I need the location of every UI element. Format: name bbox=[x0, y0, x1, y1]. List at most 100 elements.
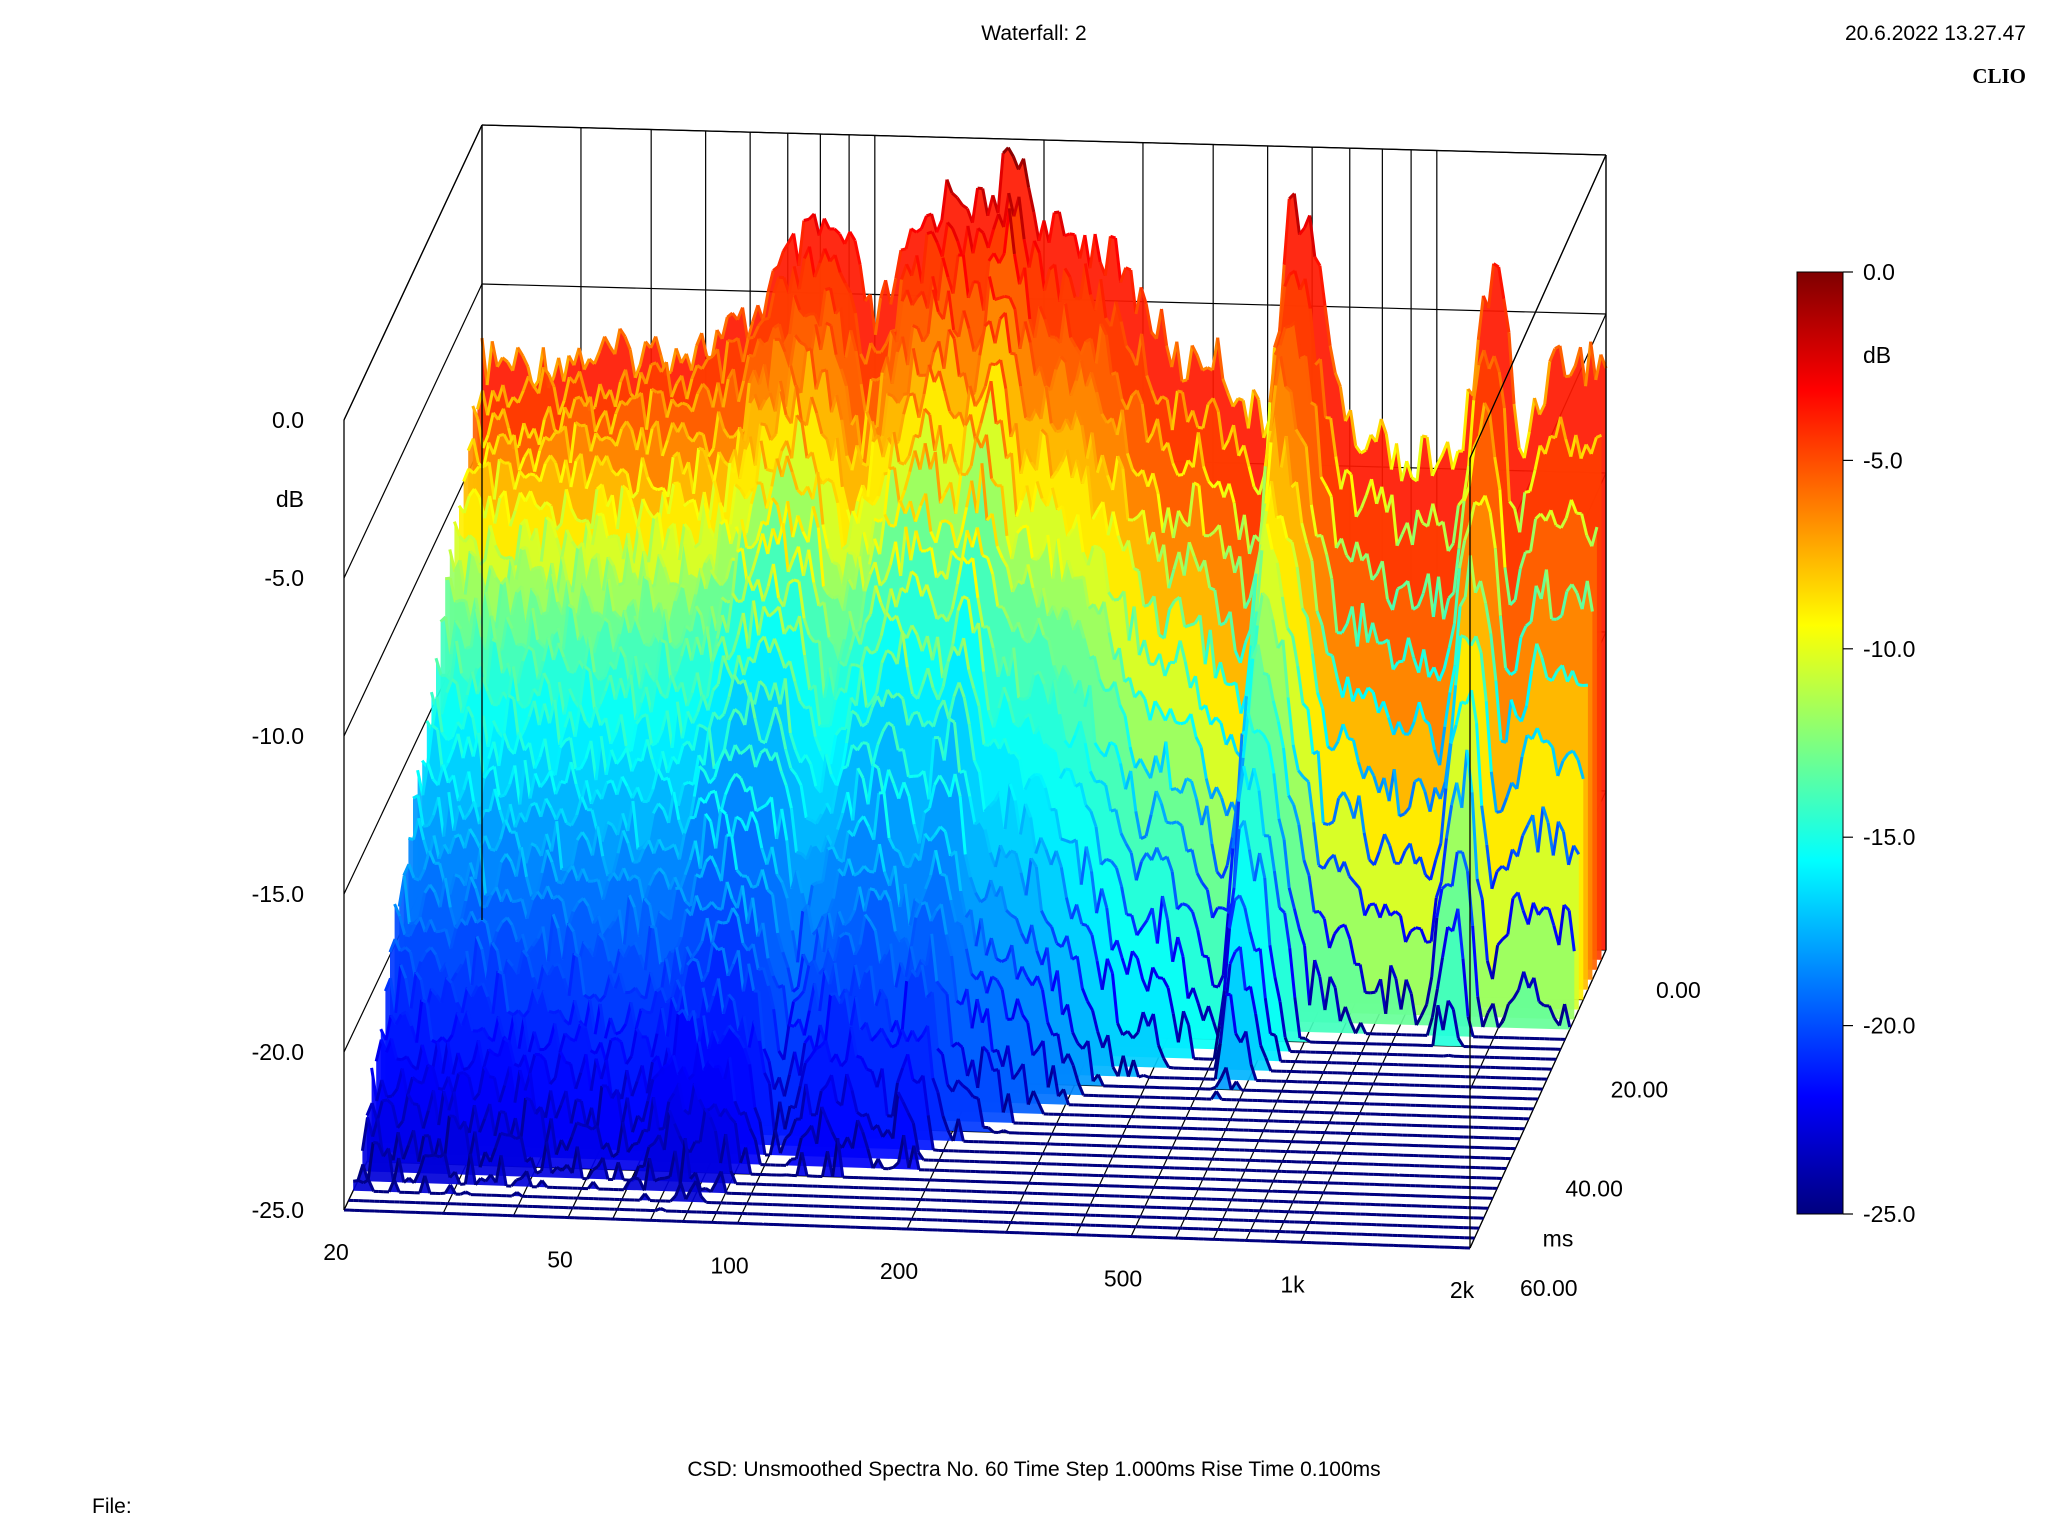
spectrum-edge bbox=[991, 975, 998, 982]
spectrum-edge bbox=[1579, 443, 1588, 460]
spectrum-edge bbox=[1492, 355, 1501, 373]
spectrum-edge bbox=[658, 867, 666, 876]
spectrum-edge bbox=[1580, 580, 1589, 610]
spectrum-edge bbox=[1334, 456, 1343, 490]
spectrum-edge bbox=[997, 252, 1006, 264]
spectrum-edge bbox=[950, 955, 959, 1002]
spectrum-edge bbox=[661, 750, 670, 774]
spectrum-edge bbox=[1219, 722, 1228, 746]
spectrum-edge bbox=[652, 554, 661, 587]
spectrum-edge bbox=[676, 745, 685, 765]
spectrum-edge bbox=[1109, 234, 1117, 240]
spectrum-edge bbox=[1562, 903, 1571, 912]
spectrum-edge bbox=[450, 1012, 459, 1036]
spectrum-edge bbox=[771, 975, 780, 989]
spectrum-edge bbox=[1417, 649, 1426, 674]
spectrum-edge bbox=[594, 735, 603, 781]
spectrum-edge bbox=[893, 865, 902, 908]
spectrum-edge bbox=[512, 732, 521, 755]
spectrum-edge bbox=[1121, 1030, 1129, 1037]
spectrum-edge bbox=[691, 711, 700, 724]
spectrum-edge bbox=[484, 591, 493, 618]
spectrum-edge bbox=[1175, 820, 1183, 827]
spectrum-edge bbox=[717, 451, 726, 463]
spectrum-edge bbox=[1555, 614, 1563, 621]
spectrum-edge bbox=[652, 838, 661, 854]
spectrum-edge bbox=[1166, 442, 1175, 464]
spectrum-edge bbox=[657, 838, 666, 851]
spectrum-edge bbox=[893, 930, 902, 943]
spectrum-edge bbox=[787, 266, 796, 294]
spectrum-edge bbox=[1066, 1053, 1075, 1067]
spectrum-edge bbox=[673, 584, 682, 602]
spectrum-edge bbox=[1333, 987, 1342, 1022]
spectrum-edge bbox=[707, 447, 715, 458]
spectrum-edge bbox=[1083, 263, 1093, 295]
spectrum-edge bbox=[753, 423, 763, 466]
spectrum-edge bbox=[1080, 987, 1089, 1002]
spectrum-edge bbox=[416, 795, 425, 827]
spectrum-edge bbox=[633, 874, 640, 881]
spectrum-edge bbox=[965, 988, 974, 1029]
spectrum-edge bbox=[919, 215, 928, 230]
spectrum-edge bbox=[1516, 835, 1525, 857]
spectrum-edge bbox=[1182, 541, 1191, 576]
spectrum-edge bbox=[945, 994, 954, 1047]
spectrum-edge bbox=[1522, 431, 1531, 459]
spectrum-edge bbox=[941, 257, 950, 278]
spectrum-edge bbox=[1221, 378, 1230, 394]
spectrum-edge bbox=[1332, 854, 1341, 873]
spectrum-edge bbox=[486, 720, 495, 748]
spectrum-edge bbox=[809, 763, 818, 787]
spectrum-edge bbox=[890, 351, 899, 384]
spectrum-edge bbox=[668, 876, 677, 891]
spectrum-edge bbox=[1272, 870, 1281, 908]
spectrum-edge bbox=[1569, 499, 1578, 514]
spectrum-edge bbox=[557, 642, 566, 658]
spectrum-edge bbox=[948, 773, 957, 798]
spectrum-edge bbox=[851, 821, 860, 837]
spectrum-edge bbox=[834, 992, 843, 1004]
spectrum-edge bbox=[672, 791, 681, 821]
spectrum-edge bbox=[533, 450, 542, 473]
spectrum-edge bbox=[399, 964, 408, 979]
spectrum-edge bbox=[961, 254, 970, 298]
spectrum-edge bbox=[597, 512, 603, 517]
spectrum-edge bbox=[625, 420, 633, 431]
spectrum-edge bbox=[1035, 480, 1044, 499]
spectrum-edge bbox=[833, 962, 842, 999]
spectrum-edge bbox=[581, 582, 590, 597]
spectrum-edge bbox=[920, 964, 929, 998]
spectrum-edge bbox=[788, 1023, 795, 1028]
spectrum-edge bbox=[1181, 391, 1190, 423]
spectrum-edge bbox=[939, 904, 948, 935]
spectrum-edge bbox=[603, 661, 612, 678]
spectrum-edge bbox=[588, 706, 597, 728]
spectrum-edge bbox=[651, 768, 660, 790]
spectrum-edge bbox=[1372, 850, 1381, 866]
spectrum-edge bbox=[894, 279, 903, 330]
spectrum-edge bbox=[582, 636, 591, 670]
spectrum-edge bbox=[817, 880, 823, 884]
spectrum-edge bbox=[1373, 903, 1382, 919]
spectrum-edge bbox=[733, 449, 742, 480]
spectrum-edge bbox=[819, 753, 828, 793]
spectrum-edge bbox=[895, 615, 904, 633]
spectrum-edge bbox=[1421, 434, 1428, 439]
spectrum-edge bbox=[1252, 388, 1260, 401]
spectrum-edge bbox=[1494, 680, 1503, 742]
spectrum-edge bbox=[1071, 1031, 1080, 1044]
spectrum-edge bbox=[1461, 958, 1470, 1017]
spectrum-edge bbox=[1159, 802, 1168, 823]
spectrum-edge bbox=[1131, 950, 1139, 960]
spectrum-edge bbox=[960, 1047, 969, 1077]
spectrum-edge bbox=[1324, 485, 1333, 498]
spectrum-edge bbox=[1043, 742, 1052, 750]
spectrum-edge bbox=[611, 565, 620, 586]
spectrum-edge bbox=[637, 848, 646, 863]
spectrum-edge bbox=[945, 179, 954, 194]
spectrum-edge bbox=[609, 732, 618, 745]
spectrum-edge bbox=[701, 434, 710, 457]
spectrum-edge bbox=[1185, 777, 1193, 783]
spectrum-edge bbox=[996, 656, 1005, 678]
